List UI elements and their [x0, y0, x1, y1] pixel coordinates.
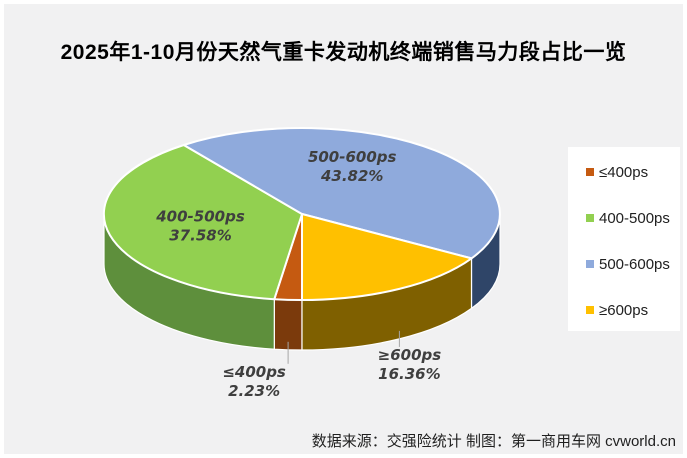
legend-label: ≥600ps: [599, 301, 649, 319]
legend-label: 500-600ps: [599, 255, 670, 273]
pie-slice-400-500ps: [102, 144, 303, 301]
legend-label: 400-500ps: [599, 209, 670, 227]
pie-slice-500-600ps: [182, 127, 501, 260]
legend-label: ≤400ps: [599, 163, 649, 181]
legend-item-500-600ps: 500-600ps: [586, 241, 680, 287]
pie-slice-≥600ps: [301, 213, 473, 301]
slice-label-500-600ps: 500-600ps 43.82%: [308, 148, 397, 185]
slice-label-400-500ps: 400-500ps 37.58%: [155, 208, 245, 245]
legend-swatch-icon: [586, 214, 594, 222]
legend-item-400-500ps: 400-500ps: [586, 195, 680, 241]
slice-label-≥600ps: ≥600ps 16.36%: [378, 346, 442, 383]
source-credit: 数据来源：交强险统计 制图：第一商用车网 cvworld.cn: [311, 433, 676, 450]
legend-item-≥600ps: ≥600ps: [586, 287, 680, 333]
chart-title: 2025年1-10月份天然气重卡发动机终端销售马力段占比一览: [60, 41, 627, 64]
slice-label-≤400ps: ≤400ps 2.23%: [222, 363, 286, 400]
legend-item-≤400ps: ≤400ps: [586, 149, 680, 195]
legend-swatch-icon: [586, 306, 594, 314]
legend-swatch-icon: [586, 260, 594, 268]
legend-box: ≤400ps 400-500ps 500-600ps ≥600ps: [568, 147, 680, 331]
legend-swatch-icon: [586, 168, 594, 176]
